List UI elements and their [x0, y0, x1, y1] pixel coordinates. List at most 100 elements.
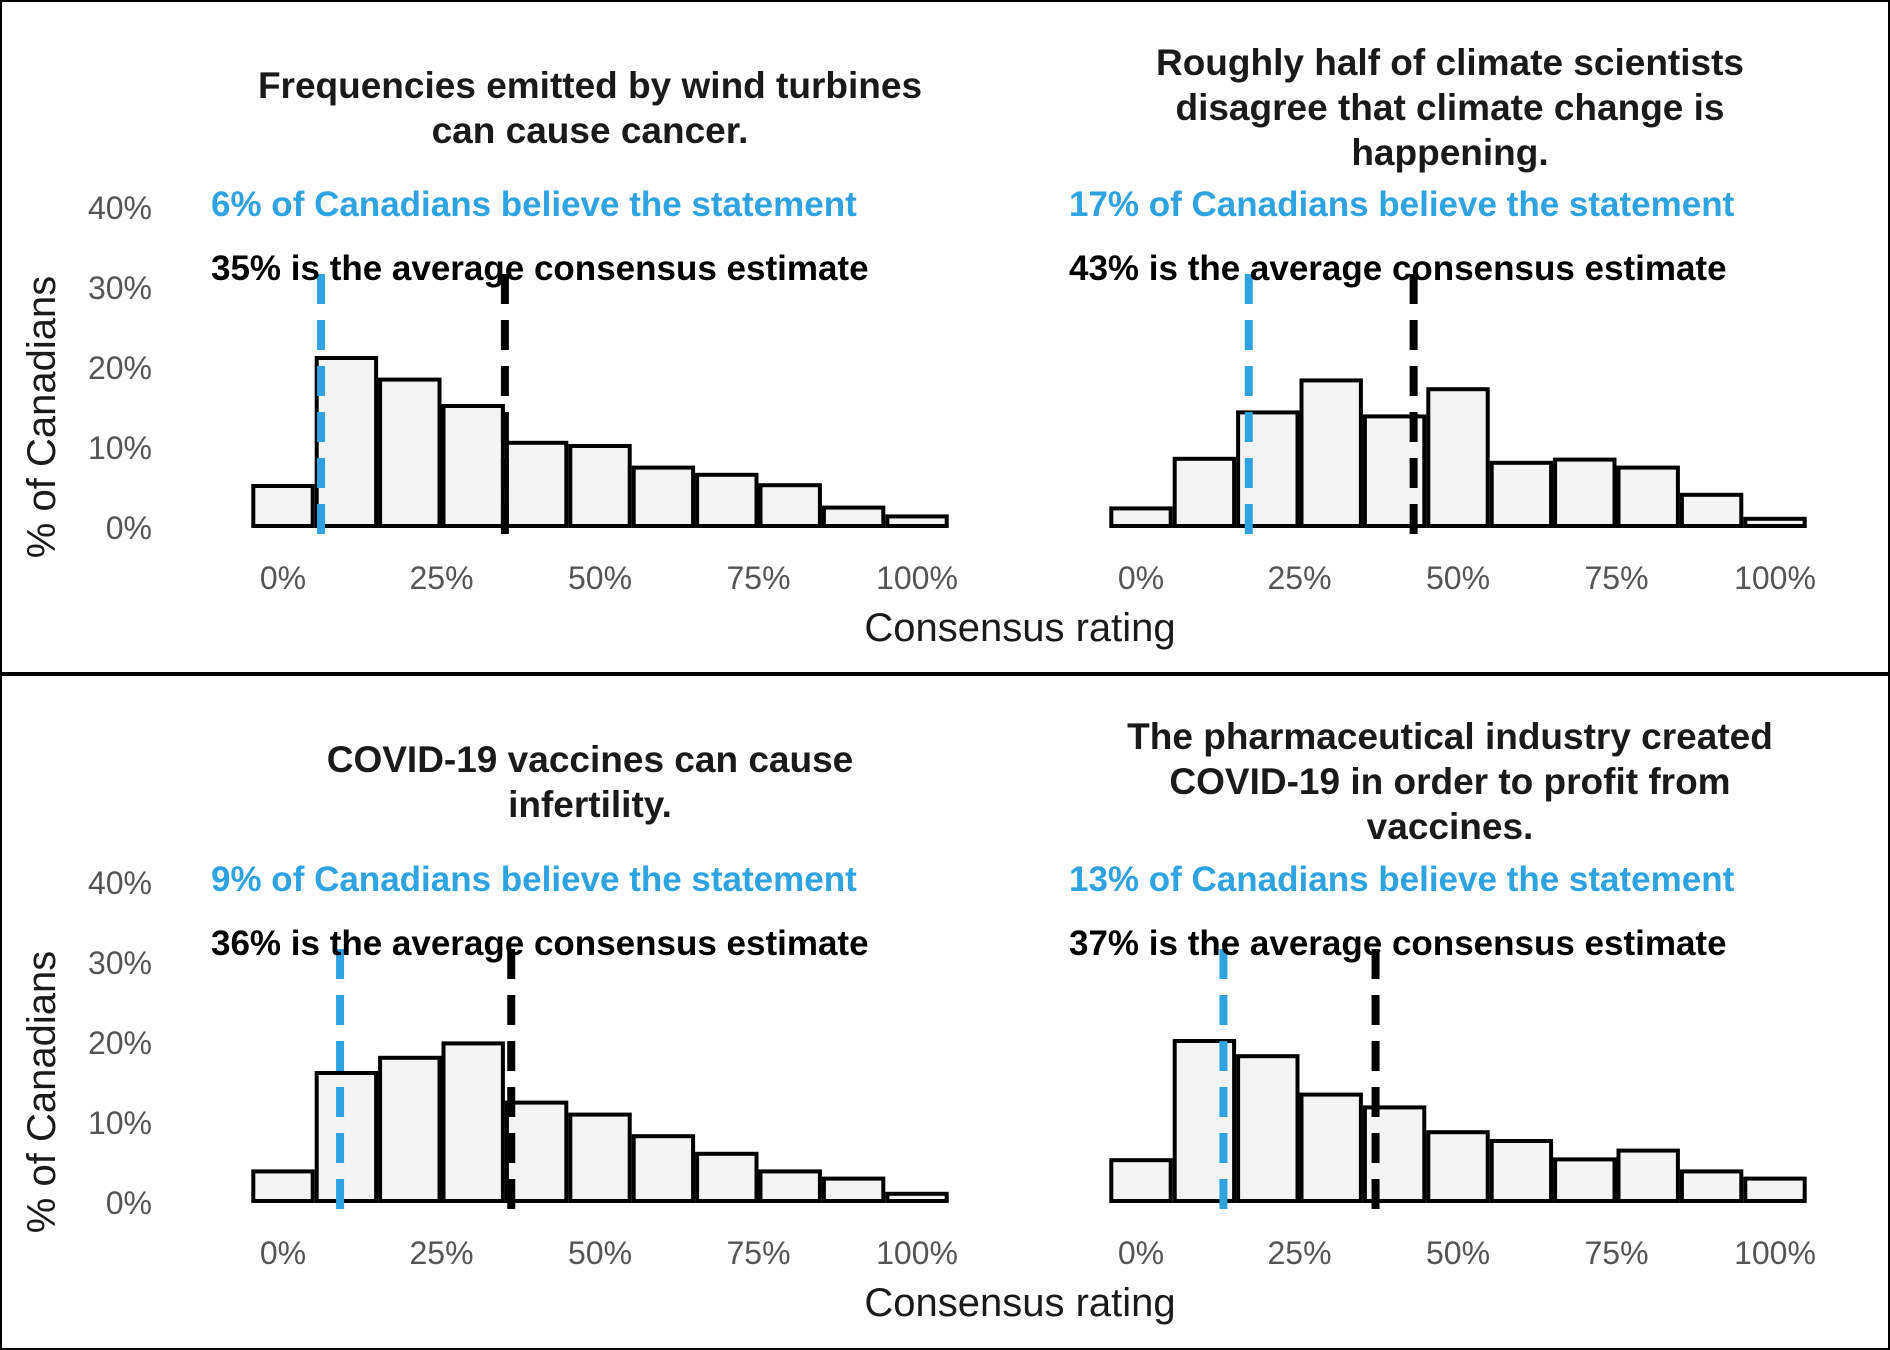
row-2-x-axis-label: Consensus rating — [864, 1281, 1175, 1325]
y-tick-label: 20% — [88, 350, 152, 386]
histogram-bar — [885, 514, 949, 529]
x-tick-label: 100% — [1734, 1235, 1816, 1271]
histogram-bar — [251, 1169, 315, 1204]
histogram-bar — [1299, 1092, 1363, 1203]
believe-annotation: 9% of Canadians believe the statement — [211, 860, 857, 899]
histogram-bar — [821, 1176, 886, 1203]
histogram-bar — [1679, 492, 1744, 528]
y-tick-label: 30% — [88, 270, 152, 306]
histogram-bar — [1553, 1157, 1617, 1204]
row-2-y-axis-label: % of Canadians — [20, 951, 64, 1233]
y-tick-label: 40% — [88, 190, 152, 226]
histogram-bar — [441, 1041, 505, 1204]
x-tick-label: 100% — [876, 1235, 958, 1271]
histogram-bar — [1109, 1158, 1173, 1203]
x-tick-label: 25% — [1267, 560, 1331, 596]
chart-title-line: COVID-19 vaccines can cause — [327, 739, 854, 780]
histogram-bar — [821, 505, 886, 529]
believe-annotation: 17% of Canadians believe the statement — [1069, 185, 1735, 224]
x-tick-label: 50% — [568, 560, 632, 596]
y-tick-label: 10% — [88, 430, 152, 466]
y-tick-label: 30% — [88, 945, 152, 981]
x-tick-label: 0% — [260, 1235, 306, 1271]
histogram-bar — [885, 1191, 949, 1204]
histogram-bar — [378, 1055, 442, 1204]
x-tick-label: 25% — [1267, 1235, 1331, 1271]
x-tick-label: 100% — [1734, 560, 1816, 596]
histogram-bar — [568, 1112, 632, 1203]
x-tick-label: 50% — [1426, 1235, 1490, 1271]
estimate-annotation: 35% is the average consensus estimate — [211, 249, 869, 288]
chart-title-line: happening. — [1351, 132, 1548, 173]
chart-title-line: Frequencies emitted by wind turbines — [258, 65, 922, 106]
histogram-bar — [314, 1071, 379, 1203]
estimate-annotation: 43% is the average consensus estimate — [1069, 249, 1727, 288]
chart-title-line: COVID-19 in order to profit from — [1169, 761, 1730, 802]
x-tick-label: 50% — [568, 1235, 632, 1271]
x-tick-label: 0% — [1118, 560, 1164, 596]
x-tick-label: 0% — [1118, 1235, 1164, 1271]
chart-title-line: disagree that climate change is — [1175, 87, 1724, 128]
x-tick-label: 75% — [1584, 1235, 1648, 1271]
panel-pharmaceutical-industry: The pharmaceutical industry createdCOVID… — [1069, 716, 1816, 1271]
histogram-bar — [1489, 1139, 1554, 1203]
y-tick-label: 20% — [88, 1025, 152, 1061]
histogram-bar — [1299, 378, 1363, 528]
histogram-bar — [758, 1169, 822, 1204]
row-1-frame — [0, 0, 1890, 674]
row-2-frame — [0, 674, 1890, 1350]
estimate-annotation: 37% is the average consensus estimate — [1069, 924, 1727, 963]
histogram-bar — [314, 356, 379, 528]
histogram-bar — [504, 440, 569, 528]
histogram-bar — [1236, 1054, 1300, 1203]
histogram-bar — [1172, 1039, 1237, 1203]
histogram-bar — [631, 465, 696, 529]
x-tick-label: 25% — [409, 1235, 473, 1271]
histogram-bar — [1679, 1169, 1744, 1204]
histogram-bar — [1743, 1176, 1807, 1203]
chart-title-line: can cause cancer. — [432, 110, 749, 151]
panel-wind-turbines: Frequencies emitted by wind turbinescan … — [88, 65, 958, 596]
histogram-bar — [695, 1151, 759, 1204]
x-tick-label: 25% — [409, 560, 473, 596]
histogram-bar — [1616, 465, 1680, 529]
believe-annotation: 6% of Canadians believe the statement — [211, 185, 857, 224]
histogram-bar — [695, 472, 759, 528]
believe-annotation: 13% of Canadians believe the statement — [1069, 860, 1735, 899]
y-tick-label: 0% — [106, 510, 152, 546]
row-1-y-axis-label: % of Canadians — [20, 276, 64, 558]
histogram-bar — [251, 484, 315, 528]
histogram-bar — [504, 1100, 569, 1203]
histogram-bar — [758, 483, 822, 529]
histogram-bar — [1109, 506, 1173, 528]
x-tick-label: 75% — [1584, 560, 1648, 596]
y-tick-label: 10% — [88, 1105, 152, 1141]
estimate-annotation: 36% is the average consensus estimate — [211, 924, 869, 963]
histogram-bar — [568, 444, 632, 528]
x-tick-label: 0% — [260, 560, 306, 596]
histogram-bar — [1426, 1130, 1490, 1203]
row-1-x-axis-label: Consensus rating — [864, 606, 1175, 650]
y-tick-label: 40% — [88, 865, 152, 901]
y-tick-label: 0% — [106, 1185, 152, 1221]
x-tick-label: 75% — [726, 560, 790, 596]
histogram-bar — [441, 404, 505, 528]
histogram-bar — [1426, 387, 1490, 529]
x-tick-label: 75% — [726, 1235, 790, 1271]
histogram-bar — [378, 377, 442, 528]
histogram-bar — [1553, 457, 1617, 529]
histogram-bar — [1616, 1148, 1680, 1203]
chart-title-line: vaccines. — [1367, 806, 1534, 847]
x-tick-label: 100% — [876, 560, 958, 596]
histogram-bar — [631, 1134, 696, 1203]
chart-title-line: Roughly half of climate scientists — [1156, 42, 1744, 83]
chart-title-line: infertility. — [508, 784, 672, 825]
panel-climate-scientists: Roughly half of climate scientistsdisagr… — [1069, 42, 1816, 596]
x-tick-label: 50% — [1426, 560, 1490, 596]
histogram-bar — [1743, 516, 1807, 528]
chart-title-line: The pharmaceutical industry created — [1127, 716, 1773, 757]
histogram-bar — [1489, 460, 1554, 528]
histogram-bar — [1172, 456, 1237, 528]
